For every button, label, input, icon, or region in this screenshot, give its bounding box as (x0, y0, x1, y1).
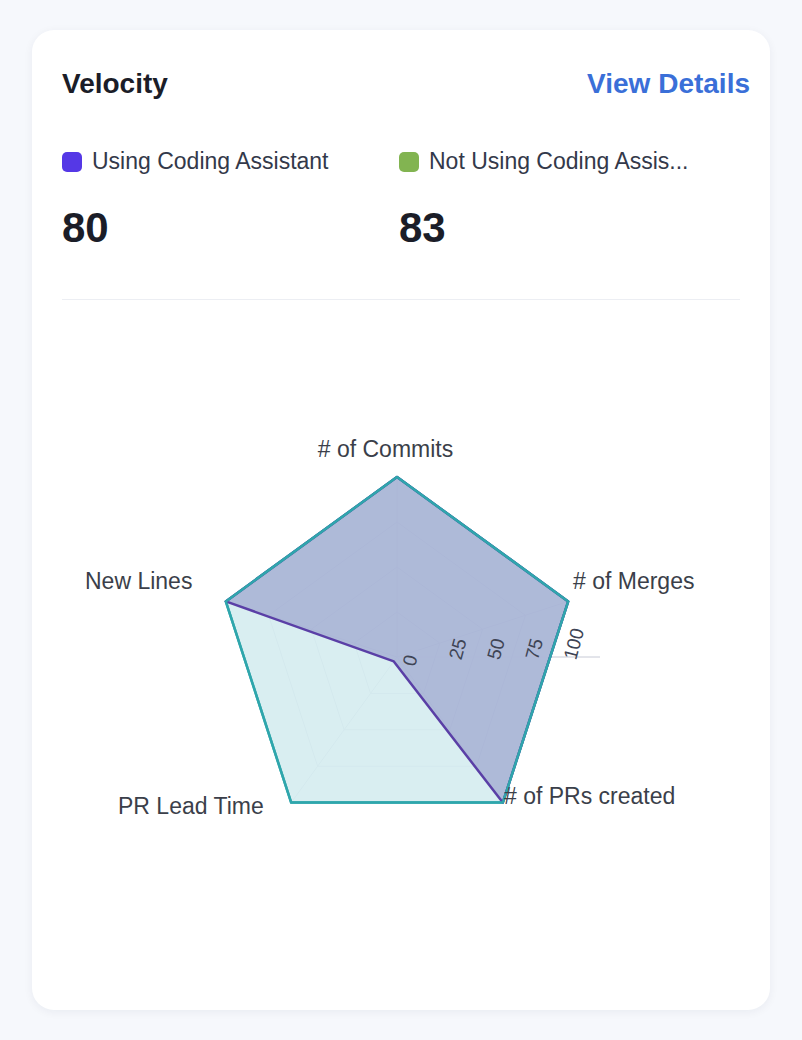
svg-text:100: 100 (560, 626, 588, 662)
